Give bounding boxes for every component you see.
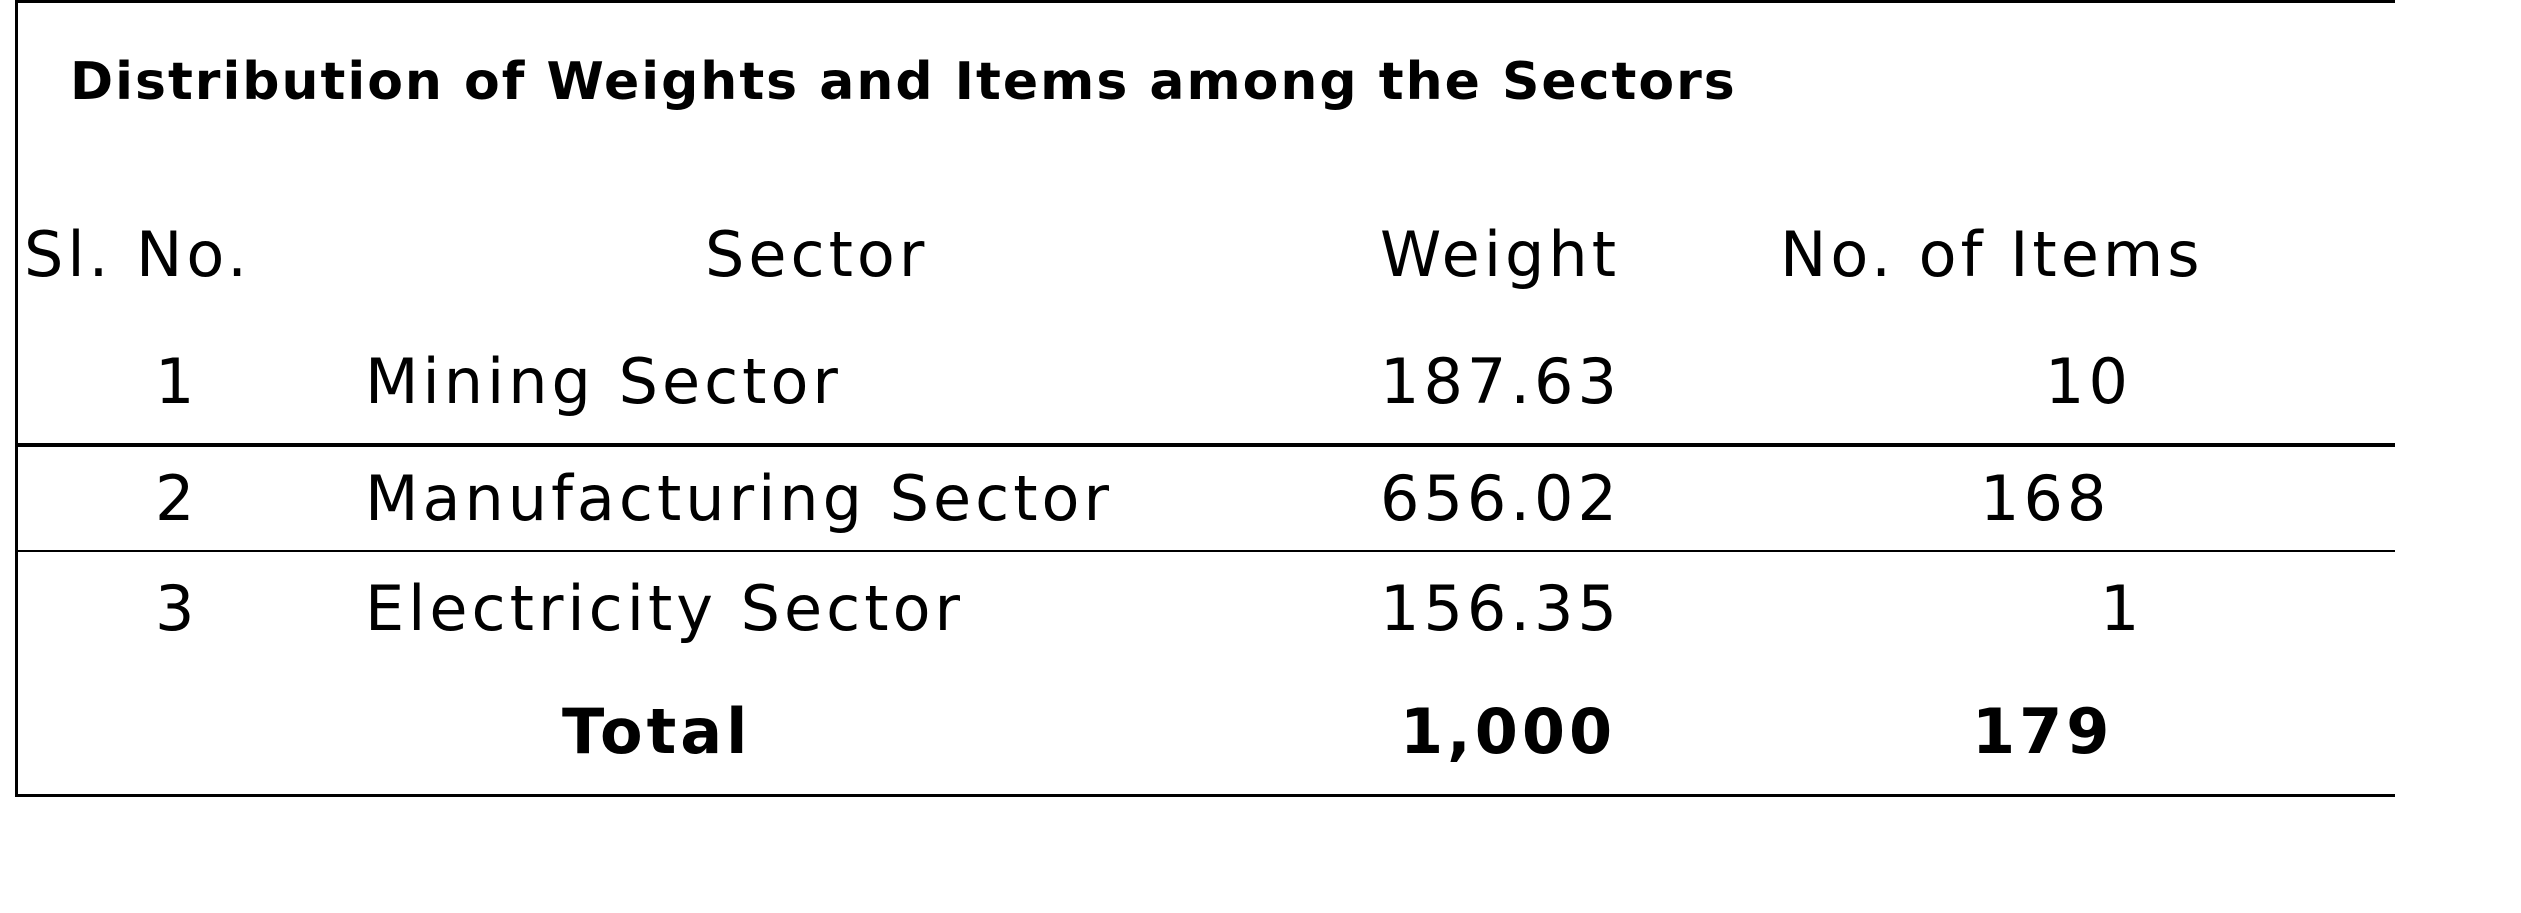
table-title: Distribution of Weights and Items among … <box>70 52 1737 112</box>
header-sector: Sector <box>705 218 929 291</box>
row-sl-no: 2 <box>155 462 199 535</box>
row-sector: Mining Sector <box>365 345 842 418</box>
row-weight: 187.63 <box>1380 345 1621 418</box>
row-weight: 656.02 <box>1380 462 1621 535</box>
header-sl-no: Sl. No. <box>24 218 251 291</box>
row-sl-no: 3 <box>155 572 199 645</box>
row-items: 1 <box>2100 572 2144 645</box>
header-weight: Weight <box>1380 218 1621 291</box>
row-items: 10 <box>2045 345 2132 418</box>
row-sector: Manufacturing Sector <box>365 462 1113 535</box>
table-frame <box>15 0 2395 797</box>
row-sl-no: 1 <box>155 345 199 418</box>
total-weight: 1,000 <box>1400 695 1617 768</box>
row-divider <box>15 550 2395 552</box>
row-divider <box>15 443 2395 447</box>
header-no-of-items: No. of Items <box>1780 218 2204 291</box>
row-weight: 156.35 <box>1380 572 1621 645</box>
row-sector: Electricity Sector <box>365 572 964 645</box>
total-items: 179 <box>1972 695 2114 768</box>
row-items: 168 <box>1980 462 2111 535</box>
total-label: Total <box>562 695 752 768</box>
